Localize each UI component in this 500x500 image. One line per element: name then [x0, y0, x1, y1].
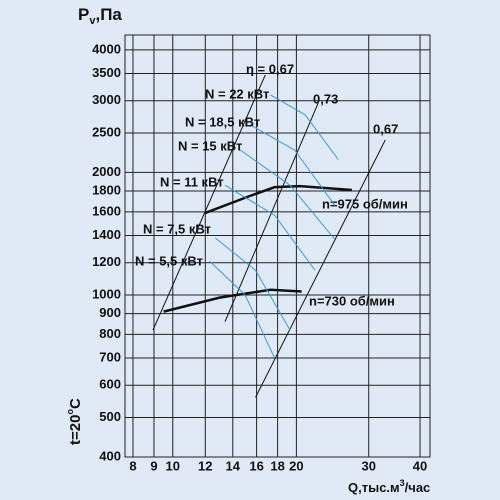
y-label-main: P — [78, 5, 89, 24]
y-tick-label: 1800 — [92, 182, 121, 197]
curve — [249, 124, 336, 206]
y-label-sub: v — [89, 15, 96, 27]
x-tick-label: 8 — [129, 458, 136, 473]
y-axis-label: Pv,Па — [78, 5, 122, 26]
x-axis-label: Q,тыс.м3/час — [348, 478, 430, 495]
x-label-unit: /час — [405, 480, 431, 495]
y-tick-label: 600 — [99, 377, 121, 392]
curve-label: n=730 об/мин — [309, 293, 395, 308]
y-label-unit: ,Па — [95, 5, 122, 24]
curve — [204, 184, 352, 215]
x-tick-label: 16 — [249, 458, 263, 473]
curve-label: N = 7,5 кВт — [143, 221, 211, 236]
x-tick-label: 10 — [166, 458, 180, 473]
x-tick-label: 9 — [150, 458, 157, 473]
x-tick-label: 18 — [270, 458, 284, 473]
x-label-sup: 3 — [400, 478, 405, 488]
y-tick-label: 3000 — [92, 92, 121, 107]
curve — [224, 102, 319, 322]
x-tick-label: 12 — [198, 458, 212, 473]
curve-label: N = 22 кВт — [205, 86, 269, 101]
y-tick-label: 3500 — [92, 65, 121, 80]
y-tick-label: 400 — [99, 448, 121, 463]
curve-label: N = 5,5 кВт — [135, 253, 203, 268]
y-tick-label: 800 — [99, 326, 121, 341]
curve — [255, 139, 386, 398]
y-tick-label: 1000 — [92, 286, 121, 301]
curve — [215, 237, 291, 331]
x-tick-label: 40 — [413, 458, 427, 473]
y-tick-label: 1200 — [92, 254, 121, 269]
curve — [163, 288, 302, 313]
curve-label: N = 18,5 кВт — [185, 114, 260, 129]
curve — [152, 74, 266, 331]
curve-label: 0,73 — [313, 91, 338, 106]
y-tick-label: 2000 — [92, 164, 121, 179]
side-label: t=20oC — [65, 398, 84, 445]
curve-label: N = 15 кВт — [178, 138, 242, 153]
y-tick-label: 900 — [99, 305, 121, 320]
x-tick-label: 30 — [361, 458, 375, 473]
curve — [270, 94, 339, 160]
y-tick-label: 1600 — [92, 203, 121, 218]
curve-label: 0,67 — [373, 121, 398, 136]
curve — [209, 260, 276, 359]
side-label-unit: C — [67, 398, 84, 409]
y-tick-label: 700 — [99, 349, 121, 364]
curve — [224, 184, 316, 271]
curve-label: N = 11 кВт — [160, 174, 224, 189]
y-tick-label: 4000 — [92, 41, 121, 56]
x-label-main: Q,тыс.м — [348, 480, 400, 495]
curve-label: n=975 об/мин — [322, 196, 408, 211]
side-label-main: t=20 — [67, 415, 84, 445]
y-tick-label: 1400 — [92, 227, 121, 242]
x-tick-label: 20 — [289, 458, 303, 473]
x-tick-label: 14 — [226, 458, 241, 473]
curve-label: η = 0,67 — [246, 61, 294, 76]
side-label-sup: o — [65, 409, 75, 415]
curve — [239, 149, 336, 240]
y-tick-label: 2500 — [92, 124, 121, 139]
y-tick-label: 500 — [99, 409, 121, 424]
